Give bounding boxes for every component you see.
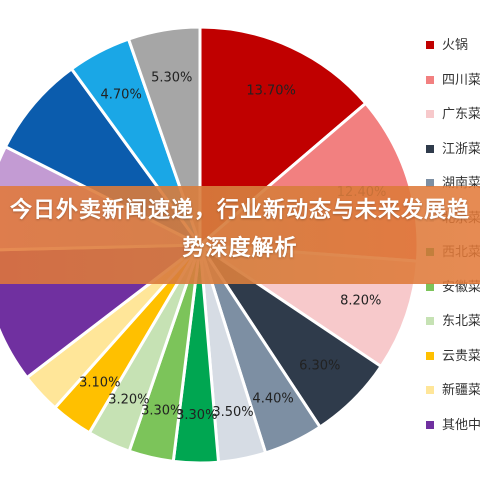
slice-value-label: 3.50% [212,405,253,420]
slice-value-label: 3.30% [141,404,182,419]
legend-swatch [426,282,434,291]
legend-swatch [426,386,434,394]
legend-swatch [426,317,434,325]
legend-item: 四川菜 [426,71,480,91]
legend-label: 江浙菜 [442,141,480,157]
legend-item: 其他中式正餐 [426,416,480,436]
legend-item: 东北菜 [426,312,480,332]
slice-value-label: 4.40% [252,392,293,407]
legend-swatch [426,41,434,49]
slice-labels: 13.70%12.40%8.20%6.30%4.40%3.50%3.30%3.3… [79,70,386,423]
legend-swatch [426,351,434,360]
slice-value-label: 5.30% [151,70,192,85]
headline-banner [0,186,480,284]
slice-value-label: 6.30% [299,359,340,374]
slice-value-label: 3.10% [79,375,120,390]
legend-label: 新疆菜 [442,383,480,398]
legend-item: 云贵菜 [426,347,480,367]
legend-label: 广东菜 [442,107,480,122]
legend-item: 火锅 [426,36,480,56]
legend-label: 东北菜 [442,314,480,329]
legend-swatch [426,110,434,118]
headline-title: 今日外卖新闻速递，行业新动态与未来发展趋势深度解析 [10,198,471,261]
legend-item: 新疆菜 [426,381,480,401]
slice-value-label: 13.70% [246,84,296,99]
legend-label: 其他中式正餐 [442,417,480,433]
legend-swatch [426,75,434,84]
slice-value-label: 4.70% [101,87,142,102]
legend-swatch [426,144,434,153]
legend-swatch [426,420,434,429]
legend-item: 广东菜 [426,105,480,125]
legend-label: 云贵菜 [442,348,480,364]
slice-value-label: 3.20% [108,392,149,407]
legend-label: 火锅 [442,38,469,53]
legend-label: 四川菜 [442,72,480,88]
legend-item: 江浙菜 [426,140,480,160]
legend-swatch [426,179,434,187]
slice-value-label: 8.20% [340,293,381,308]
slice-value-label: 3.30% [176,408,217,423]
